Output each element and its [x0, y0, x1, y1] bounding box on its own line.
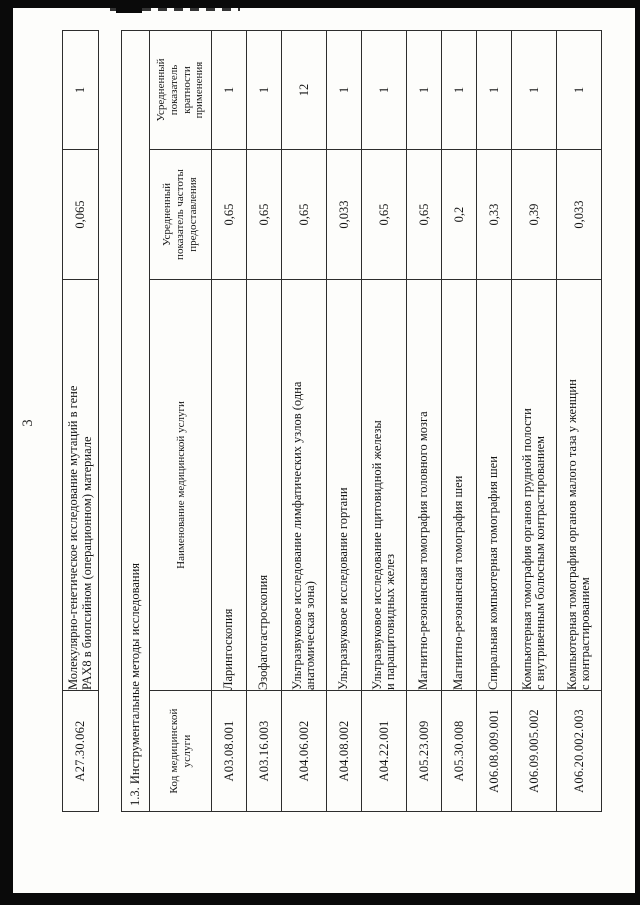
methods-table-body: 1.3. Инструментальные методы исследовани…: [121, 30, 602, 812]
methods-table-header-row: Код медицинской услуги Наименование медиц…: [149, 30, 212, 812]
service-name-cell: Молекулярно-генетическое исследование му…: [62, 279, 99, 691]
multiplicity-value-cell: 1: [246, 30, 282, 150]
frequency-value-cell: 0,33: [476, 149, 512, 280]
service-code-cell: А05.30.008: [441, 690, 477, 812]
text-line: с внутривенным болюсным контрастирование…: [533, 435, 547, 690]
text-line: Эзофагогастроскопия: [256, 574, 271, 690]
text-line: Ультразвуковое исследование гортани: [336, 487, 351, 690]
service-name-cell: Ультразвуковое исследование лимфатически…: [281, 279, 327, 691]
text-line: услуги: [180, 734, 193, 768]
column-header-code: Код медицинской услуги: [149, 690, 212, 812]
frequency-value-cell: 0,65: [211, 149, 247, 280]
text-line: Магнитно-резонансная томография головног…: [416, 411, 431, 690]
frequency-value-cell: 0,065: [62, 149, 99, 280]
service-name-cell: Спиральная компьютерная томография шеи: [476, 279, 512, 691]
service-name-cell: Магнитно-резонансная томография головног…: [406, 279, 442, 691]
table-row: А05.30.008 Магнитно-резонансная томографи…: [441, 30, 477, 812]
text-line: Компьютерная томография органов грудной …: [519, 408, 534, 690]
service-code-cell: А04.06.002: [281, 690, 327, 812]
text-line: РАХ8 в биопсийном (операционном) материа…: [79, 436, 94, 690]
multiplicity-value-cell: 1: [62, 30, 99, 150]
frequency-value-cell: 0,65: [281, 149, 327, 280]
section-heading: 1.3. Инструментальные методы исследовани…: [121, 30, 150, 812]
service-code-cell: А05.23.009: [406, 690, 442, 812]
page-number: 3: [20, 419, 36, 427]
table-row: А06.09.005.002 Компьютерная томография ор…: [511, 30, 557, 812]
text-line: предоставления: [186, 177, 199, 252]
multiplicity-value-cell: 1: [511, 30, 557, 150]
table-row: А27.30.062 Молекулярно-генетическое иссле…: [62, 30, 99, 812]
text-line: Магнитно-резонансная томография шеи: [451, 475, 466, 690]
service-code-cell: А03.16.003: [246, 690, 282, 812]
continuation-table: А27.30.062 Молекулярно-генетическое иссле…: [62, 30, 99, 812]
service-name-cell: Ларингоскопия: [211, 279, 247, 691]
methods-table: 1.3. Инструментальные методы исследовани…: [121, 30, 602, 812]
multiplicity-value-cell: 1: [326, 30, 362, 150]
table-row: А03.16.003 Эзофагогастроскопия 0,65 1: [246, 30, 282, 812]
frequency-value-cell: 0,65: [406, 149, 442, 280]
frequency-value-cell: 0,2: [441, 149, 477, 280]
text-line: Усредненный: [161, 183, 174, 247]
table-row: А06.20.002.003 Компьютерная томография ор…: [556, 30, 602, 812]
text-line: кратности: [180, 66, 193, 114]
text-line: показатель: [167, 64, 180, 116]
continuation-table-body: А27.30.062 Молекулярно-генетическое иссле…: [62, 30, 99, 812]
table-row: А05.23.009 Магнитно-резонансная томографи…: [406, 30, 442, 812]
text-line: Ультразвуковое исследование лимфатически…: [289, 381, 304, 690]
table-row: А04.06.002 Ультразвуковое исследование ли…: [281, 30, 327, 812]
service-name-cell: Ультразвуковое исследование щитовидной ж…: [361, 279, 407, 691]
text-line: Молекулярно-генетическое исследование му…: [66, 385, 80, 690]
text-line: Ларингоскопия: [221, 608, 236, 690]
frequency-value-cell: 0,65: [246, 149, 282, 280]
scan-edge-artifact-blob: [116, 8, 142, 13]
service-name-cell: Эзофагогастроскопия: [246, 279, 282, 691]
service-code-cell: А03.08.001: [211, 690, 247, 812]
multiplicity-value-cell: 1: [476, 30, 512, 150]
section-heading-row: 1.3. Инструментальные методы исследовани…: [121, 30, 150, 812]
table-row: А04.22.001 Ультразвуковое исследование щи…: [361, 30, 407, 812]
text-line: Компьютерная томография органов малого т…: [564, 379, 579, 690]
table-row: А03.08.001 Ларингоскопия 0,65 1: [211, 30, 247, 812]
service-name-cell: Магнитно-резонансная томография шеи: [441, 279, 477, 691]
multiplicity-value-cell: 1: [441, 30, 477, 150]
table-row: А06.08.009.001 Спиральная компьютерная то…: [476, 30, 512, 812]
multiplicity-value-cell: 1: [361, 30, 407, 150]
text-line: применения: [193, 61, 206, 119]
text-line: Спиральная компьютерная томография шеи: [486, 456, 501, 690]
service-name-cell: Компьютерная томография органов малого т…: [556, 279, 602, 691]
service-code-cell: А27.30.062: [62, 690, 99, 812]
service-code-cell: А04.22.001: [361, 690, 407, 812]
service-code-cell: А04.08.002: [326, 690, 362, 812]
frequency-value-cell: 0,033: [556, 149, 602, 280]
text-line: показатель частоты: [174, 169, 187, 260]
text-line: с контрастированием: [578, 577, 592, 690]
text-line: и паращитовидных желез: [383, 553, 397, 690]
text-line: Код медицинской: [167, 708, 180, 794]
frequency-value-cell: 0,65: [361, 149, 407, 280]
frequency-value-cell: 0,033: [326, 149, 362, 280]
multiplicity-value-cell: 1: [406, 30, 442, 150]
service-name-cell: Ультразвуковое исследование гортани: [326, 279, 362, 691]
column-header-name: Наименование медицинской услуги: [149, 279, 212, 691]
column-header-multiplicity: Усредненный показатель кратности применения: [149, 30, 212, 150]
service-code-cell: А06.20.002.003: [556, 690, 602, 812]
text-line: анатомическая зона): [303, 581, 317, 690]
service-code-cell: А06.09.005.002: [511, 690, 557, 812]
table-row: А04.08.002 Ультразвуковое исследование го…: [326, 30, 362, 812]
frequency-value-cell: 0,39: [511, 149, 557, 280]
service-code-cell: А06.08.009.001: [476, 690, 512, 812]
service-name-cell: Компьютерная томография органов грудной …: [511, 279, 557, 691]
multiplicity-value-cell: 12: [281, 30, 327, 150]
multiplicity-value-cell: 1: [556, 30, 602, 150]
text-line: Усредненный: [154, 58, 167, 122]
multiplicity-value-cell: 1: [211, 30, 247, 150]
column-header-frequency: Усредненный показатель частоты предоставле…: [149, 149, 212, 280]
text-line: Ультразвуковое исследование щитовидной ж…: [369, 420, 384, 690]
